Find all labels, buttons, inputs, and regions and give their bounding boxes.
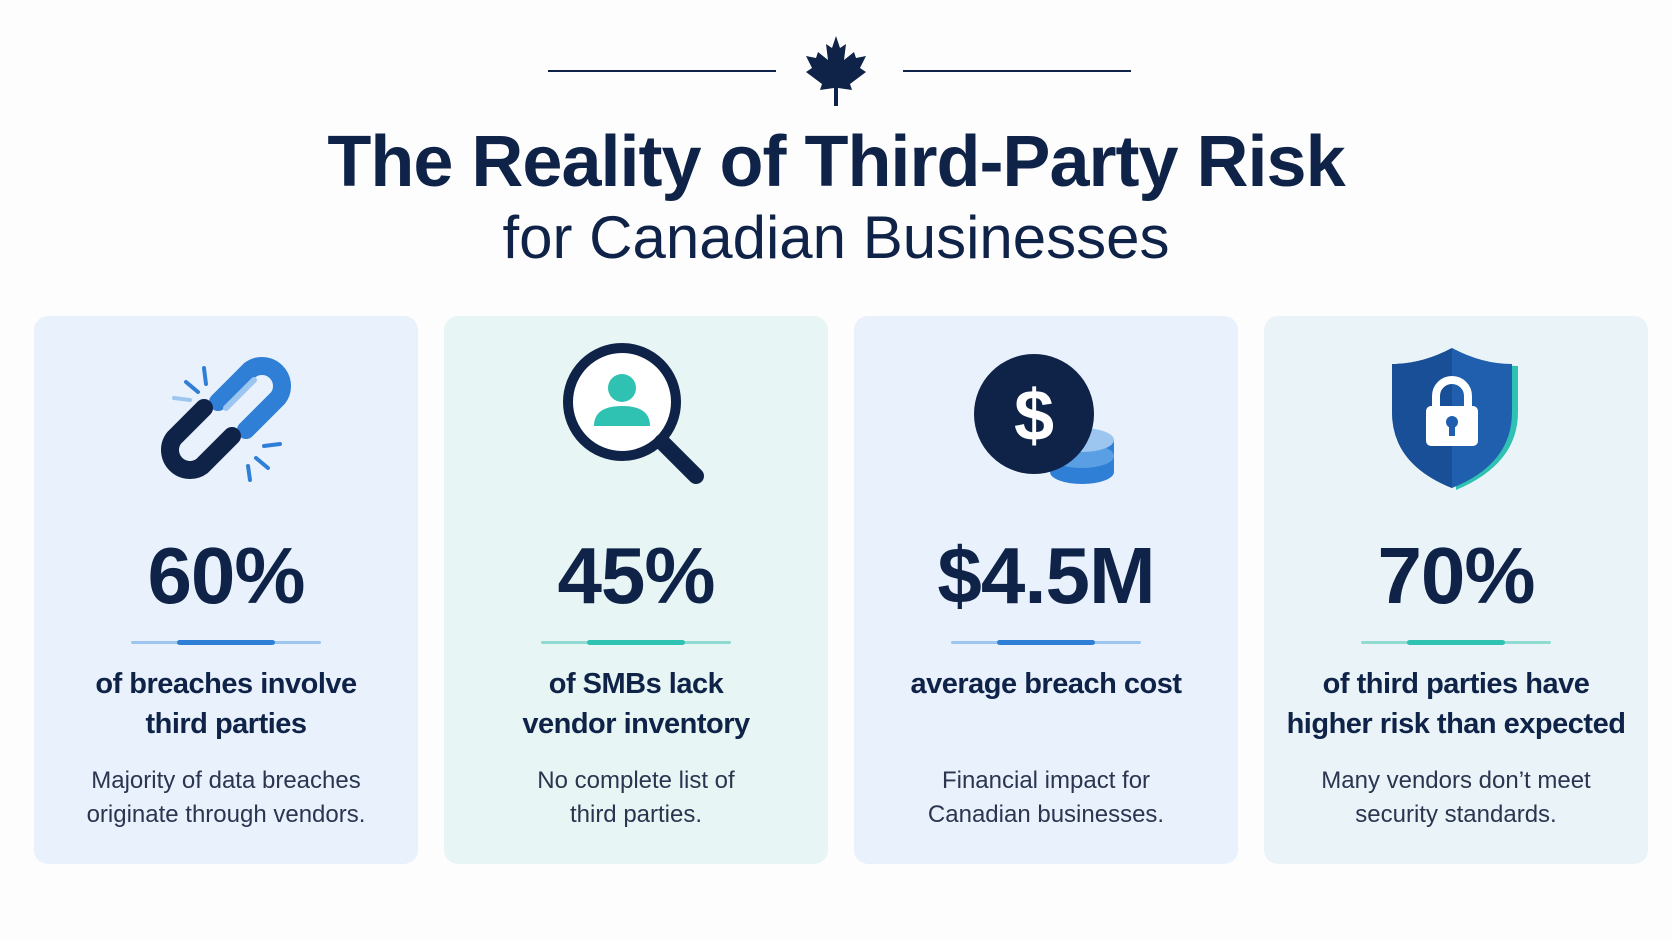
stat-label: of third parties have higher risk than e… xyxy=(1274,664,1638,744)
stat-description-line1: No complete list of xyxy=(537,767,735,794)
stat-label-line2: vendor inventory xyxy=(522,708,750,740)
stat-description: Many vendors don’t meet security standar… xyxy=(1284,764,1628,832)
stat-description-line2: third parties. xyxy=(569,801,703,828)
stat-description: Financial impact for Canadian businesses… xyxy=(874,764,1218,832)
stat-label-line2: higher risk than expected xyxy=(1286,708,1626,740)
stat-underline xyxy=(131,640,321,645)
page-title: The Reality of Third-Party Risk xyxy=(327,122,1345,202)
stat-description-line2: security standards. xyxy=(1355,801,1557,828)
stat-description: Majority of data breaches originate thro… xyxy=(54,764,398,832)
stat-value: 60% xyxy=(147,531,305,620)
stat-label-line1: average breach cost xyxy=(910,668,1182,700)
stat-card-breaches: 60% of breaches involve third parties Ma… xyxy=(34,316,418,864)
stat-value: $4.5M xyxy=(937,531,1155,620)
stat-label-line1: of breaches involve xyxy=(95,668,357,700)
stat-description-line2: originate through vendors. xyxy=(86,801,366,828)
stat-label-line2: third parties xyxy=(145,708,307,740)
dollar-coins-icon: $ xyxy=(974,354,1114,484)
stat-label-line1: of third parties have xyxy=(1322,668,1590,700)
broken-chain-icon xyxy=(161,357,291,482)
stat-value: 45% xyxy=(557,531,715,620)
stat-card-risk: 70% of third parties have higher risk th… xyxy=(1264,316,1648,864)
header-rule-right xyxy=(903,70,1131,72)
stat-underline xyxy=(951,640,1141,645)
stat-cards: 60% of breaches involve third parties Ma… xyxy=(34,316,1648,864)
magnifier-person-icon xyxy=(563,343,704,484)
stat-description: No complete list of third parties. xyxy=(464,764,808,832)
maple-leaf-icon xyxy=(806,36,866,106)
stat-description-line1: Many vendors don’t meet xyxy=(1321,767,1591,794)
svg-text:$: $ xyxy=(1014,376,1054,456)
stat-underline xyxy=(1361,640,1551,645)
stat-value: 70% xyxy=(1377,531,1535,620)
stat-card-vendor-inventory: 45% of SMBs lack vendor inventory No com… xyxy=(444,316,828,864)
stat-description-line2: Canadian businesses. xyxy=(927,801,1165,828)
shield-lock-icon xyxy=(1392,348,1518,490)
header-rule-left xyxy=(548,70,776,72)
stat-label: of SMBs lack vendor inventory xyxy=(454,664,818,744)
stat-description-line1: Majority of data breaches xyxy=(91,767,361,794)
header: The Reality of Third-Party Risk for Cana… xyxy=(0,0,1672,280)
stat-underline xyxy=(541,640,731,645)
page-subtitle: for Canadian Businesses xyxy=(502,204,1170,271)
stat-label: of breaches involve third parties xyxy=(44,664,408,744)
stat-card-breach-cost: $ $4.5M average breach cost Financial im… xyxy=(854,316,1238,864)
stat-label-line1: of SMBs lack xyxy=(548,668,724,700)
stat-description-line1: Financial impact for xyxy=(941,767,1151,794)
stat-label: average breach cost xyxy=(864,664,1228,704)
